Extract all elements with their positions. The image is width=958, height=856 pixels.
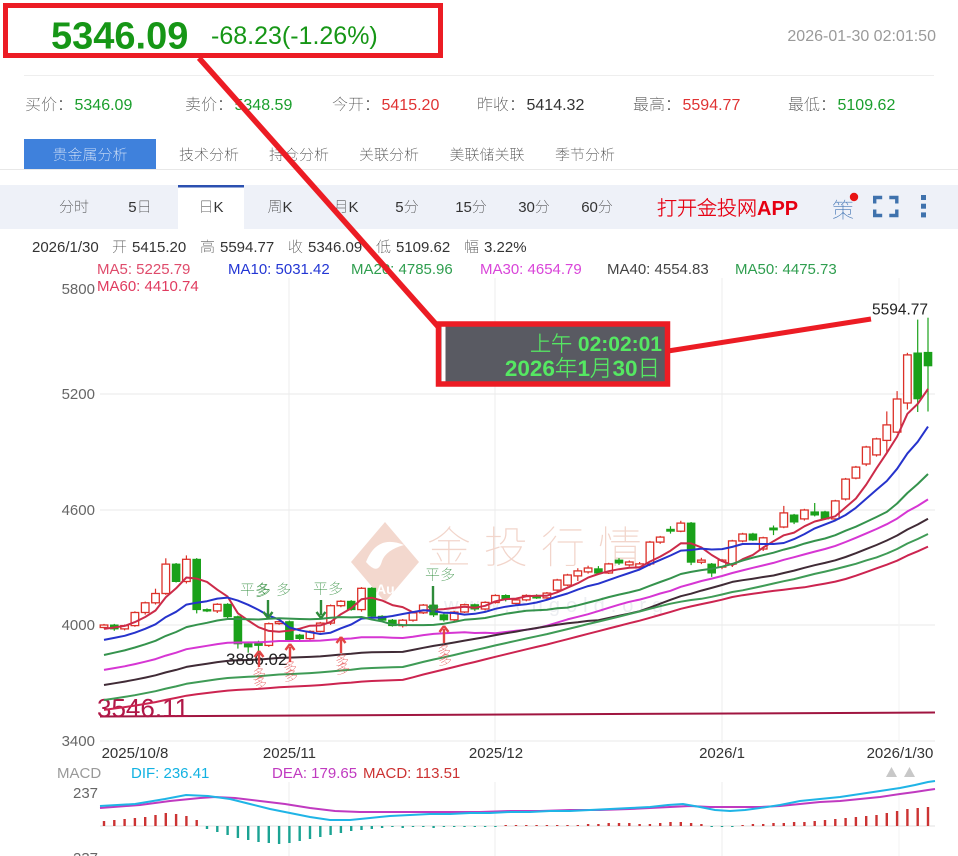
svg-text:5346.09: 5346.09: [51, 16, 188, 58]
svg-text:15: 15: [455, 199, 472, 216]
svg-text:MA40: 4554.83: MA40: 4554.83: [607, 261, 709, 278]
svg-text:MA5: 5225.79: MA5: 5225.79: [97, 261, 190, 278]
svg-text:5: 5: [395, 199, 403, 216]
svg-text:5800: 5800: [62, 281, 95, 298]
svg-text:4000: 4000: [62, 617, 95, 634]
svg-text:2026-01-30 02:01:50: 2026-01-30 02:01:50: [787, 28, 936, 45]
svg-text:2026/1: 2026/1: [699, 745, 745, 762]
svg-text:DIF: 236.41: DIF: 236.41: [131, 765, 209, 782]
svg-text:1: 1: [578, 356, 591, 381]
svg-text:MA30: 4654.79: MA30: 4654.79: [480, 261, 582, 278]
svg-text:5200: 5200: [62, 386, 95, 403]
svg-text:5346.09: 5346.09: [75, 97, 133, 114]
svg-text:MA50: 4475.73: MA50: 4475.73: [735, 261, 837, 278]
svg-text:2025/11: 2025/11: [263, 745, 316, 762]
svg-text:2026: 2026: [505, 356, 555, 381]
svg-text:MA10: 5031.42: MA10: 5031.42: [228, 261, 330, 278]
svg-text:K: K: [283, 199, 293, 216]
svg-text:3400: 3400: [62, 733, 95, 750]
svg-text:APP: APP: [757, 198, 798, 220]
svg-text:K: K: [214, 199, 224, 216]
svg-text:5348.59: 5348.59: [235, 97, 293, 114]
svg-text:30: 30: [518, 199, 535, 216]
svg-text:2025/12: 2025/12: [469, 745, 523, 762]
svg-text:02:02:01: 02:02:01: [572, 333, 662, 356]
svg-text:237: 237: [73, 785, 98, 802]
svg-text:2026/1/30: 2026/1/30: [867, 745, 934, 762]
svg-text:30: 30: [613, 356, 638, 381]
svg-text:5594.77: 5594.77: [683, 97, 741, 114]
svg-text:5414.32: 5414.32: [527, 97, 585, 114]
svg-text:60: 60: [581, 199, 598, 216]
svg-text:MACD: MACD: [57, 765, 101, 782]
svg-text:5594.77: 5594.77: [872, 302, 928, 319]
svg-text:Au: Au: [376, 581, 395, 597]
svg-text:MA60: 4410.74: MA60: 4410.74: [97, 278, 199, 295]
svg-text:3886.02: 3886.02: [226, 650, 287, 669]
svg-text:3.22%: 3.22%: [484, 239, 527, 256]
svg-text:5594.77: 5594.77: [220, 239, 274, 256]
svg-text:5415.20: 5415.20: [132, 239, 186, 256]
svg-text:2025/10/8: 2025/10/8: [102, 745, 169, 762]
svg-text:MACD: 113.51: MACD: 113.51: [363, 765, 460, 782]
svg-text:5: 5: [128, 199, 136, 216]
svg-text:2026/1/30: 2026/1/30: [32, 239, 99, 256]
svg-text:4600: 4600: [62, 502, 95, 519]
svg-text:5109.62: 5109.62: [396, 239, 450, 256]
svg-text:-237: -237: [68, 850, 98, 856]
svg-text:DEA: 179.65: DEA: 179.65: [272, 765, 357, 782]
svg-text:5346.09: 5346.09: [308, 239, 362, 256]
svg-text:K: K: [349, 199, 359, 216]
svg-text:-68.23(-1.26%): -68.23(-1.26%): [211, 22, 378, 50]
svg-text:5109.62: 5109.62: [838, 97, 896, 114]
svg-text:5415.20: 5415.20: [382, 97, 440, 114]
svg-text:MA20: 4785.96: MA20: 4785.96: [351, 261, 453, 278]
